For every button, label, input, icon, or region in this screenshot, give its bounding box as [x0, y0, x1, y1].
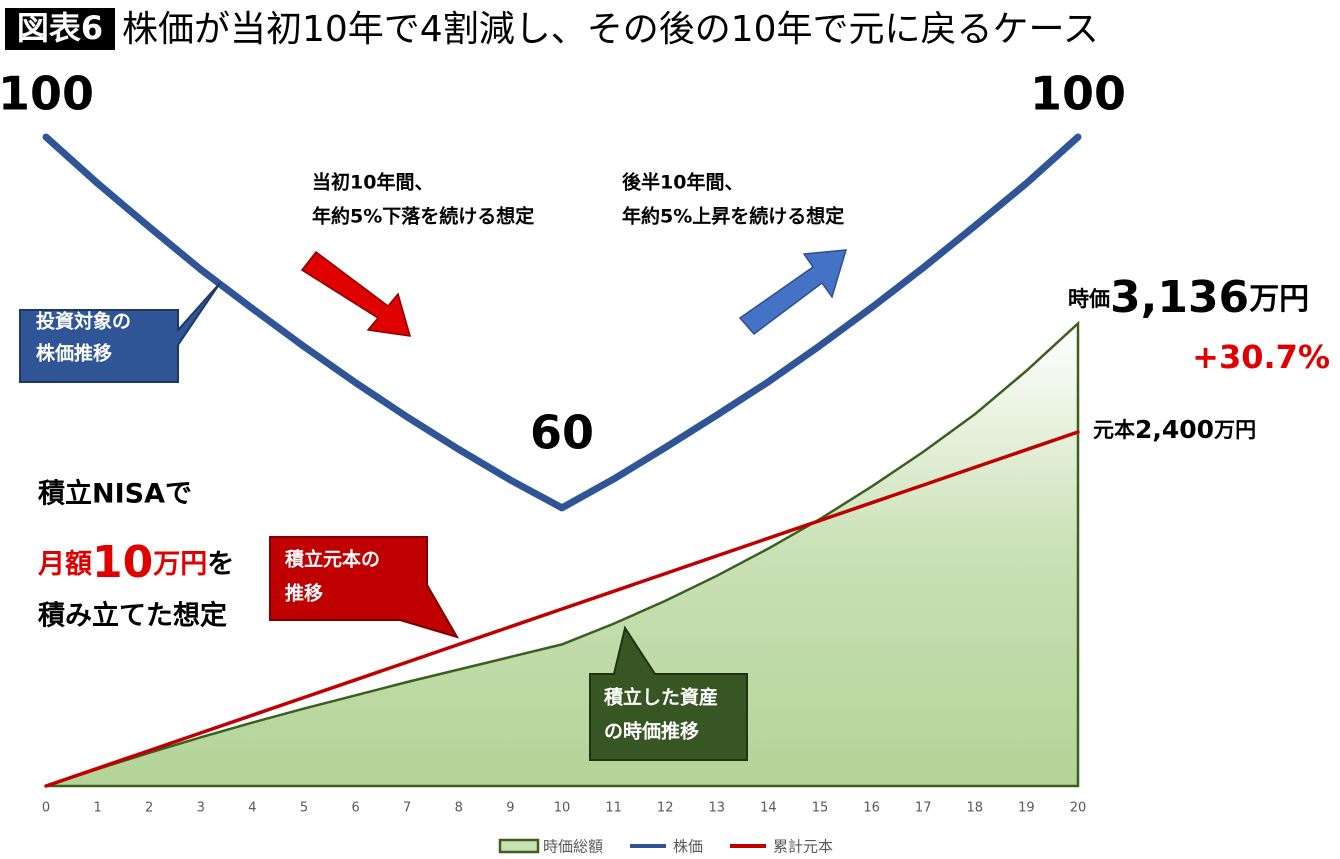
plan-text: 積み立てた想定 [38, 600, 227, 632]
x-tick-label: 13 [709, 801, 726, 816]
x-tick-label: 16 [863, 801, 880, 816]
note: 年約5%上昇を続ける想定 [622, 205, 844, 228]
x-tick-label: 0 [42, 801, 50, 816]
x-tick-label: 15 [812, 801, 829, 816]
end-prefix: 時価 [1068, 287, 1110, 311]
data-label: 100 [1030, 67, 1126, 121]
x-tick-label: 17 [915, 801, 932, 816]
end-label: 元本2,400万円 [1093, 415, 1256, 444]
note: 年約5%下落を続ける想定 [312, 205, 534, 228]
callout-text: 積立した資産 [604, 686, 718, 709]
x-tick-label: 11 [605, 801, 622, 816]
down-arrow [300, 250, 412, 337]
legend-swatch [498, 838, 540, 854]
x-tick-label: 7 [403, 801, 411, 816]
callout-text: の時価推移 [604, 720, 699, 743]
plan-amount: 10 [92, 537, 153, 588]
plan-text: を [207, 549, 234, 580]
end-label: 時価3,136万円 [1068, 272, 1309, 323]
x-tick-label: 14 [760, 801, 777, 816]
chart-title: 株価が当初10年で4割減し、その後の10年で元に戻るケース [122, 9, 1099, 50]
line [44, 430, 1080, 788]
note: 後半10年間、 [622, 171, 743, 194]
plan-text: 積立NISAで [38, 478, 192, 510]
x-tick-label: 20 [1070, 801, 1087, 816]
area [45, 320, 1080, 788]
end-value: 3,136 [1110, 272, 1249, 323]
callout-text: 推移 [285, 582, 323, 605]
x-tick-label: 6 [351, 801, 359, 816]
legend-label: 時価総額 [543, 838, 603, 856]
principal-prefix: 元本 [1093, 418, 1135, 442]
x-tick-label: 9 [506, 801, 514, 816]
end-unit: 万円 [1249, 282, 1309, 317]
x-tick-label: 10 [554, 801, 571, 816]
callout-text: 株価推移 [36, 342, 112, 365]
callout-text: 積立元本の [285, 548, 380, 571]
x-tick-label: 5 [300, 801, 308, 816]
data-label: 60 [530, 405, 594, 459]
note: 当初10年間、 [312, 171, 433, 194]
x-tick-label: 2 [145, 801, 153, 816]
x-tick-label: 1 [93, 801, 101, 816]
plot: 0 1 2 3 4 5 6 7 8 9 10 11 12 13 14 15 16 17 18 19 20 [42, 133, 1087, 816]
legend-label: 株価 [673, 838, 703, 856]
callout-box [269, 536, 460, 639]
plan-text: 月額 [37, 549, 92, 580]
callout-box [589, 625, 748, 761]
up-arrow [738, 249, 848, 336]
callout-box [19, 282, 221, 383]
data-label: 100 [0, 67, 94, 121]
title-tag: 図表6 [17, 9, 103, 47]
x-tick-label: 8 [455, 801, 463, 816]
line [42, 133, 1082, 512]
principal-unit: 万円 [1213, 418, 1256, 442]
x-tick-label: 12 [657, 801, 674, 816]
x-tick-label: 19 [1018, 801, 1035, 816]
x-tick-label: 4 [248, 801, 256, 816]
return-label: +30.7% [1192, 338, 1330, 376]
callout-text: 投資対象の [36, 310, 131, 333]
principal-value: 2,400 [1135, 415, 1214, 444]
title-tag-box [5, 8, 115, 50]
plan-text: 万円 [153, 549, 207, 580]
x-tick-label: 18 [967, 801, 984, 816]
legend-label: 累計元本 [773, 838, 833, 856]
x-tick-label: 3 [197, 801, 205, 816]
plan-text: 月額10万円を [37, 537, 234, 588]
